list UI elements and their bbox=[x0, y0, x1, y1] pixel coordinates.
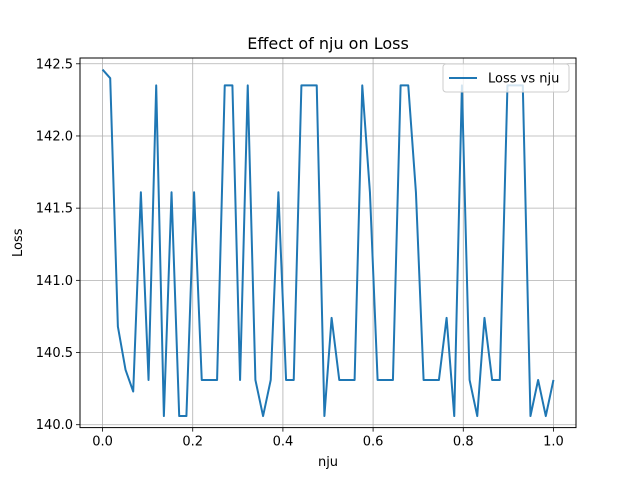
x-axis-label: nju bbox=[318, 455, 338, 470]
x-tick-label: 0.6 bbox=[363, 435, 384, 450]
x-tick-label: 0.8 bbox=[453, 435, 474, 450]
y-tick-label: 141.0 bbox=[36, 274, 73, 289]
y-axis: 140.0 140.5 141.0 141.5 142.0 142.5 bbox=[36, 57, 80, 433]
legend: Loss vs nju bbox=[442, 63, 570, 93]
y-tick-label: 142.0 bbox=[36, 129, 73, 144]
legend-box bbox=[442, 63, 570, 93]
y-tick-label: 140.5 bbox=[36, 346, 73, 361]
series-layer bbox=[101, 68, 555, 418]
x-tick-label: 0.2 bbox=[182, 435, 203, 450]
y-tick-label: 142.5 bbox=[36, 57, 73, 72]
y-axis-label: Loss bbox=[11, 228, 26, 257]
x-tick-label: 0.0 bbox=[92, 435, 113, 450]
x-tick-label: 0.4 bbox=[273, 435, 294, 450]
x-tick-label: 1.0 bbox=[543, 435, 564, 450]
plot-frame bbox=[79, 57, 577, 429]
x-axis: 0.0 0.2 0.4 0.6 0.8 1.0 bbox=[92, 427, 564, 450]
y-tick-label: 141.5 bbox=[36, 202, 73, 217]
series-line bbox=[101, 68, 555, 418]
legend-label: Loss vs nju bbox=[488, 72, 559, 87]
chart-title: Effect of nju on Loss bbox=[247, 34, 409, 53]
y-tick-label: 140.0 bbox=[36, 418, 73, 433]
